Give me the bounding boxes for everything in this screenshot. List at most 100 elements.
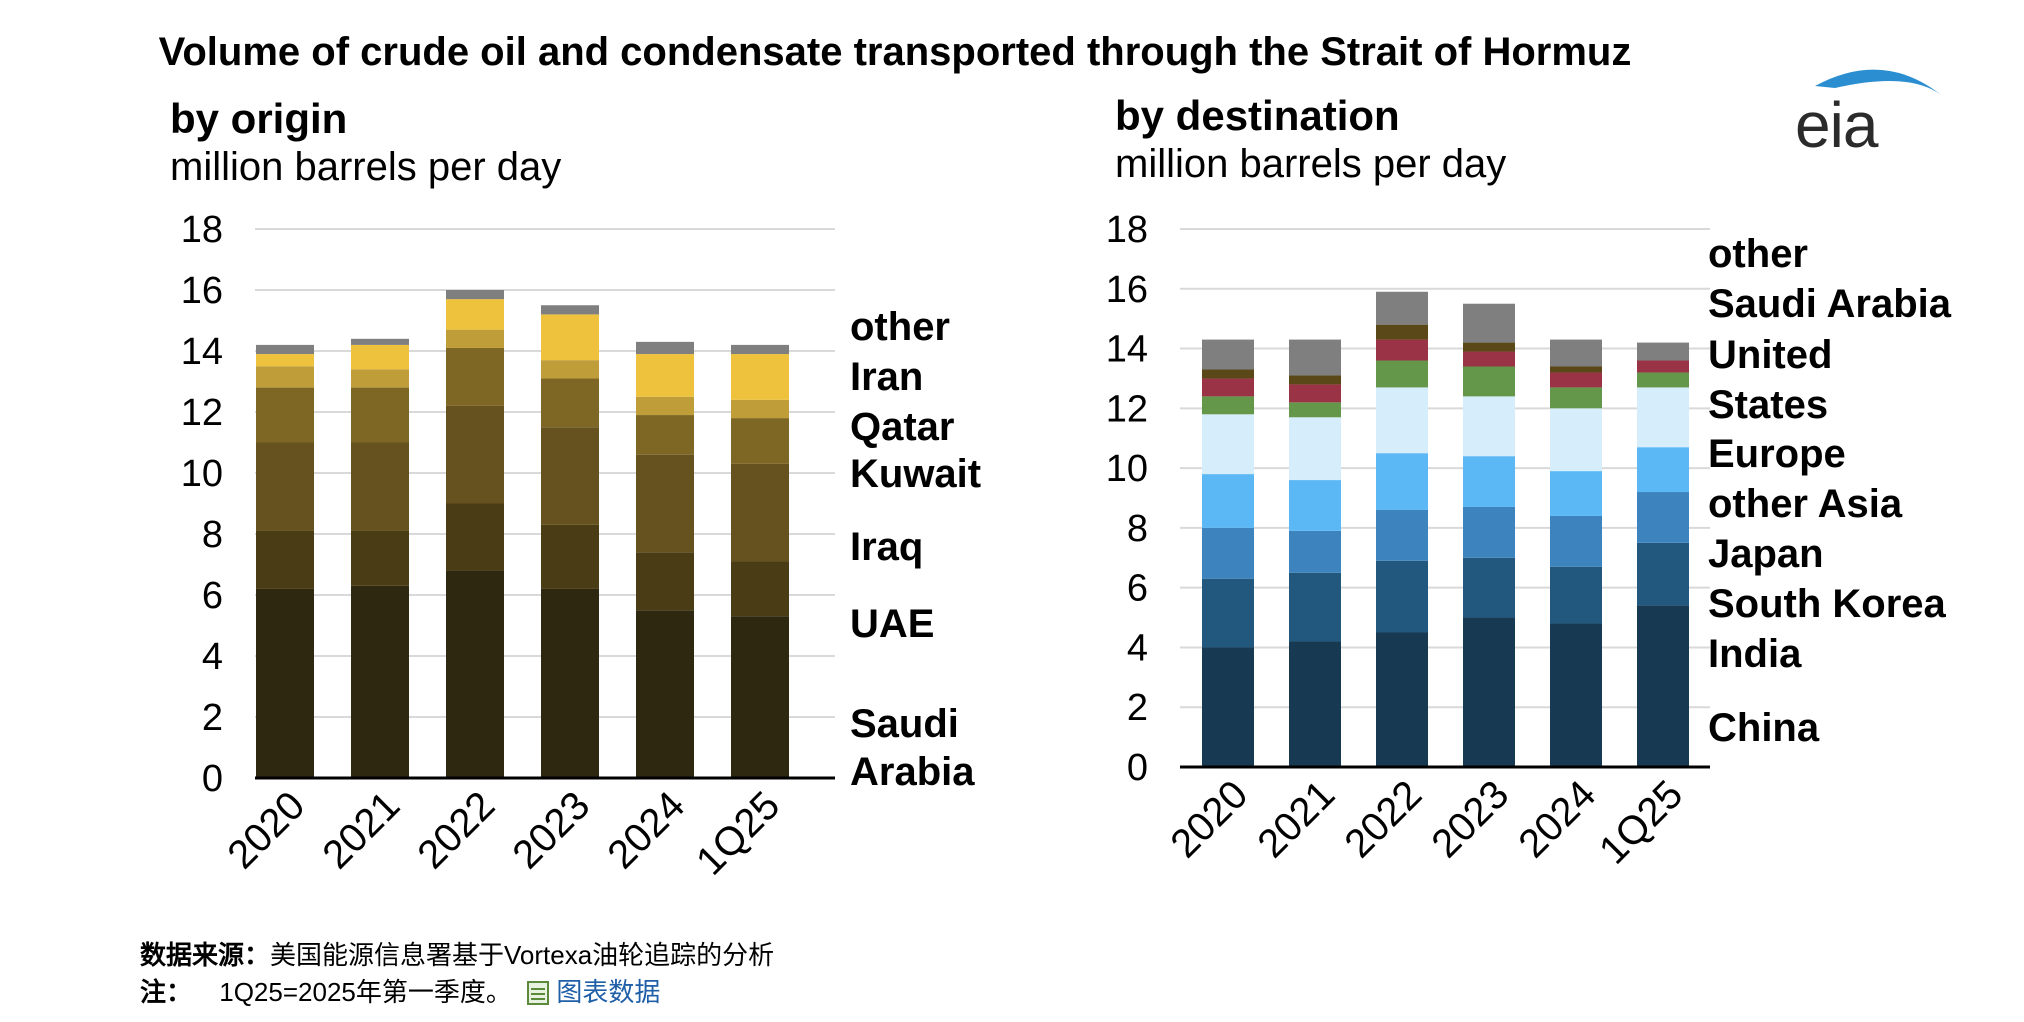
origin-bar-uae-2024 — [636, 552, 694, 611]
origin-bar-iran-1q25 — [731, 354, 789, 400]
destination-y-tick-label: 12 — [1106, 388, 1148, 430]
origin-bar-saudi-arabia-2022 — [446, 570, 504, 778]
destination-bar-japan-2024 — [1550, 471, 1602, 516]
legend-right-saudi-arabia: Saudi Arabia — [1708, 282, 1952, 326]
destination-bar-other-asia-1q25 — [1637, 387, 1689, 448]
legend-left-iran: Iran — [850, 355, 924, 399]
destination-y-tick-label: 18 — [1106, 209, 1148, 251]
origin-bar-iran-2022 — [446, 299, 504, 330]
origin-y-tick-label: 4 — [202, 636, 223, 678]
legend-left-iraq: Iraq — [850, 525, 924, 569]
destination-bar-japan-1q25 — [1637, 447, 1689, 493]
destination-bar-china-2024 — [1550, 623, 1602, 767]
destination-bar-japan-2023 — [1463, 456, 1515, 507]
destination-bar-china-2023 — [1463, 617, 1515, 767]
destination-x-tick-label: 2020 — [1162, 772, 1256, 866]
origin-bar-qatar-2020 — [256, 366, 314, 388]
source-label: 数据来源： — [140, 940, 271, 970]
origin-bar-kuwait-2024 — [636, 415, 694, 455]
destination-bar-saudi-arabia-2022 — [1376, 324, 1428, 340]
destination-bar-india-2021 — [1289, 572, 1341, 642]
destination-bar-other-1q25 — [1637, 342, 1689, 361]
destination-bar-europe-2020 — [1202, 396, 1254, 415]
destination-bar-other-asia-2023 — [1463, 396, 1515, 457]
destination-bar-other-2021 — [1289, 339, 1341, 376]
destination-bar-other-asia-2021 — [1289, 417, 1341, 481]
destination-x-tick-label: 1Q25 — [1591, 772, 1691, 872]
destination-bar-japan-2022 — [1376, 453, 1428, 510]
origin-bar-iraq-2020 — [256, 442, 314, 531]
origin-bar-iraq-2022 — [446, 405, 504, 504]
destination-y-tick-label: 14 — [1106, 329, 1148, 371]
origin-bar-iran-2020 — [256, 354, 314, 367]
origin-bar-iraq-2024 — [636, 454, 694, 553]
destination-bar-south-korea-2024 — [1550, 515, 1602, 567]
destination-bar-india-1q25 — [1637, 542, 1689, 606]
destination-bar-other-2023 — [1463, 303, 1515, 343]
destination-bar-europe-2021 — [1289, 402, 1341, 418]
origin-bar-uae-2022 — [446, 503, 504, 571]
legend-left-other: other — [850, 305, 950, 349]
destination-bar-south-korea-2020 — [1202, 527, 1254, 579]
right-panel-units: million barrels per day — [1115, 142, 1507, 186]
chart-data-link[interactable]: 图表数据 — [556, 977, 661, 1007]
eia-logo: eia — [1795, 58, 1955, 168]
origin-bar-kuwait-2021 — [351, 387, 409, 443]
origin-bar-other-2023 — [541, 305, 599, 315]
destination-bar-china-1q25 — [1637, 605, 1689, 767]
logo-text: eia — [1795, 89, 1878, 161]
origin-bar-iraq-1q25 — [731, 463, 789, 562]
origin-bar-other-2021 — [351, 338, 409, 345]
origin-bar-saudi-arabia-2020 — [256, 588, 314, 778]
destination-bar-europe-2022 — [1376, 360, 1428, 388]
destination-bar-saudi-arabia-2023 — [1463, 342, 1515, 352]
origin-bar-saudi-arabia-2023 — [541, 588, 599, 778]
origin-bar-other-1q25 — [731, 344, 789, 355]
origin-bar-iran-2021 — [351, 344, 409, 370]
note-label: 注： — [140, 977, 193, 1007]
origin-bar-saudi-arabia-2021 — [351, 585, 409, 778]
destination-bar-south-korea-2021 — [1289, 530, 1341, 573]
legend-left-qatar: Qatar — [850, 405, 955, 449]
destination-bar-united-states-1q25 — [1637, 360, 1689, 373]
destination-bar-china-2020 — [1202, 647, 1254, 767]
legend-right-india: India — [1708, 632, 1802, 676]
destination-y-tick-label: 6 — [1127, 568, 1148, 610]
destination-bar-china-2022 — [1376, 632, 1428, 767]
destination-bar-other-2022 — [1376, 291, 1428, 325]
origin-bar-other-2022 — [446, 290, 504, 300]
destination-bar-other-2020 — [1202, 339, 1254, 370]
destination-bar-india-2024 — [1550, 566, 1602, 624]
destination-bar-china-2021 — [1289, 641, 1341, 767]
destination-y-tick-label: 4 — [1127, 627, 1148, 669]
destination-x-tick-label: 2024 — [1510, 772, 1604, 866]
destination-bar-united-states-2022 — [1376, 339, 1428, 361]
destination-bar-europe-2023 — [1463, 366, 1515, 397]
chart-title: Volume of crude oil and condensate trans… — [158, 30, 1632, 74]
origin-bar-kuwait-2020 — [256, 387, 314, 443]
spreadsheet-icon[interactable] — [527, 981, 550, 1005]
origin-bar-kuwait-2023 — [541, 378, 599, 428]
destination-x-tick-label: 2023 — [1423, 772, 1517, 866]
origin-y-tick-label: 2 — [202, 697, 223, 739]
origin-bar-iraq-2023 — [541, 427, 599, 525]
legend-left-kuwait: Kuwait — [850, 452, 982, 496]
destination-bar-united-states-2023 — [1463, 351, 1515, 367]
destination-bar-india-2022 — [1376, 560, 1428, 633]
origin-y-tick-label: 10 — [181, 453, 223, 495]
destination-bar-europe-1q25 — [1637, 372, 1689, 388]
destination-bar-india-2020 — [1202, 578, 1254, 648]
legend-right-china: China — [1708, 706, 1820, 750]
origin-bar-other-2024 — [636, 341, 694, 355]
origin-bar-qatar-2023 — [541, 360, 599, 379]
legend-right-europe: Europe — [1708, 432, 1846, 476]
destination-bar-united-states-2020 — [1202, 378, 1254, 397]
destination-y-tick-label: 16 — [1106, 269, 1148, 311]
legend-left-uae: UAE — [850, 602, 935, 646]
origin-y-tick-label: 14 — [181, 331, 223, 373]
origin-bar-iran-2024 — [636, 354, 694, 397]
origin-y-tick-label: 0 — [202, 758, 223, 800]
origin-bar-uae-2023 — [541, 524, 599, 589]
origin-bar-qatar-1q25 — [731, 399, 789, 419]
